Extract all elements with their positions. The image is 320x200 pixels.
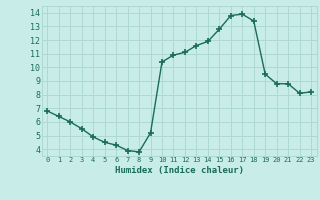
X-axis label: Humidex (Indice chaleur): Humidex (Indice chaleur): [115, 166, 244, 175]
